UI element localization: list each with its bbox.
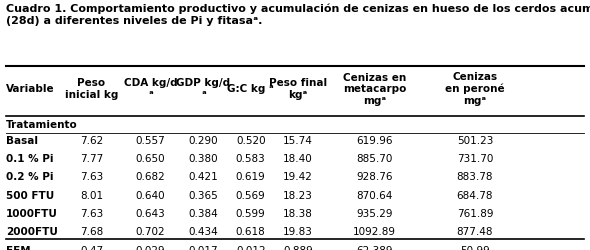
Text: 0.012: 0.012 <box>236 245 266 250</box>
Text: 1092.89: 1092.89 <box>353 226 396 236</box>
Text: 684.78: 684.78 <box>457 190 493 200</box>
Text: 15.74: 15.74 <box>283 136 313 146</box>
Text: 50.99: 50.99 <box>460 245 490 250</box>
Text: 731.70: 731.70 <box>457 154 493 164</box>
Text: 0.47: 0.47 <box>80 245 103 250</box>
Text: 0.520: 0.520 <box>236 136 266 146</box>
Text: 877.48: 877.48 <box>457 226 493 236</box>
Text: 0.290: 0.290 <box>189 136 218 146</box>
Text: 18.38: 18.38 <box>283 208 313 218</box>
Text: 883.78: 883.78 <box>457 172 493 182</box>
Text: EEM: EEM <box>6 245 31 250</box>
Text: 7.63: 7.63 <box>80 172 103 182</box>
Text: 7.77: 7.77 <box>80 154 103 164</box>
Text: 18.23: 18.23 <box>283 190 313 200</box>
Text: 0.640: 0.640 <box>136 190 165 200</box>
Text: 8.01: 8.01 <box>80 190 103 200</box>
Text: 19.83: 19.83 <box>283 226 313 236</box>
Text: Cuadro 1. Comportamiento productivo y acumulación de cenizas en hueso de los cer: Cuadro 1. Comportamiento productivo y ac… <box>6 4 590 26</box>
Text: 0.029: 0.029 <box>136 245 165 250</box>
Text: 0.1 % Pi: 0.1 % Pi <box>6 154 54 164</box>
Text: 7.68: 7.68 <box>80 226 103 236</box>
Text: Tratamiento: Tratamiento <box>6 120 78 130</box>
Text: 0.889: 0.889 <box>283 245 313 250</box>
Text: 928.76: 928.76 <box>356 172 393 182</box>
Text: 0.421: 0.421 <box>189 172 218 182</box>
Text: 761.89: 761.89 <box>457 208 493 218</box>
Text: 501.23: 501.23 <box>457 136 493 146</box>
Text: 0.618: 0.618 <box>236 226 266 236</box>
Text: 7.62: 7.62 <box>80 136 103 146</box>
Text: Cenizas
en peroné
mgᵃ: Cenizas en peroné mgᵃ <box>445 72 505 106</box>
Text: 0.583: 0.583 <box>236 154 266 164</box>
Text: 935.29: 935.29 <box>356 208 393 218</box>
Text: 0.384: 0.384 <box>189 208 218 218</box>
Text: 0.380: 0.380 <box>189 154 218 164</box>
Text: 619.96: 619.96 <box>356 136 393 146</box>
Text: CDA kg/d
ᵃ: CDA kg/d ᵃ <box>124 78 177 100</box>
Text: 0.702: 0.702 <box>136 226 165 236</box>
Text: 885.70: 885.70 <box>356 154 393 164</box>
Text: GDP kg/d
ᵃ: GDP kg/d ᵃ <box>176 78 231 100</box>
Text: Variable: Variable <box>6 84 54 94</box>
Text: 0.682: 0.682 <box>136 172 165 182</box>
Text: 0.017: 0.017 <box>189 245 218 250</box>
Text: 1000FTU: 1000FTU <box>6 208 58 218</box>
Text: 0.599: 0.599 <box>236 208 266 218</box>
Text: 18.40: 18.40 <box>283 154 313 164</box>
Text: 2000FTU: 2000FTU <box>6 226 58 236</box>
Text: Cenizas en
metacarpo
mgᵃ: Cenizas en metacarpo mgᵃ <box>343 72 407 105</box>
Text: 0.619: 0.619 <box>236 172 266 182</box>
Text: 7.63: 7.63 <box>80 208 103 218</box>
Text: Peso
inicial kg: Peso inicial kg <box>65 78 118 100</box>
Text: G:C kg ᵃ: G:C kg ᵃ <box>227 84 274 94</box>
Text: 62.389: 62.389 <box>356 245 393 250</box>
Text: 0.643: 0.643 <box>136 208 165 218</box>
Text: 500 FTU: 500 FTU <box>6 190 54 200</box>
Text: 0.434: 0.434 <box>189 226 218 236</box>
Text: 870.64: 870.64 <box>356 190 393 200</box>
Text: Basal: Basal <box>6 136 38 146</box>
Text: 0.365: 0.365 <box>189 190 218 200</box>
Text: 19.42: 19.42 <box>283 172 313 182</box>
Text: 0.650: 0.650 <box>136 154 165 164</box>
Text: 0.569: 0.569 <box>236 190 266 200</box>
Text: 0.557: 0.557 <box>136 136 165 146</box>
Text: Peso final
kgᵃ: Peso final kgᵃ <box>269 78 327 100</box>
Text: 0.2 % Pi: 0.2 % Pi <box>6 172 54 182</box>
